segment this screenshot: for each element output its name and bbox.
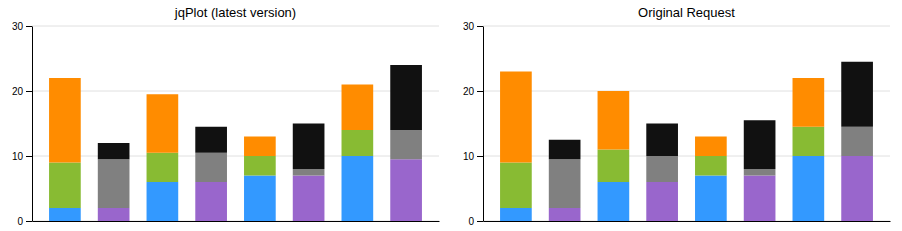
bar-segment	[195, 182, 227, 221]
bar-segment	[293, 124, 325, 170]
bar-segment	[390, 65, 422, 130]
bar-segment	[195, 127, 227, 153]
y-tick-mark	[26, 156, 32, 157]
bar-segment	[342, 130, 374, 156]
x-axis-line	[33, 221, 440, 222]
bar-segment	[646, 156, 678, 182]
bar-segment	[793, 78, 825, 127]
bar-segment	[646, 182, 678, 221]
bar-segment	[195, 153, 227, 182]
y-tick-label: 30	[12, 21, 24, 32]
title: Original Request	[638, 5, 735, 20]
grid-line	[32, 91, 439, 92]
bar-segment	[646, 124, 678, 157]
bar-segment	[390, 130, 422, 159]
grid	[32, 26, 439, 221]
bar-segment	[244, 176, 276, 222]
bar-segment	[147, 182, 179, 221]
y-tick-mark	[26, 221, 32, 222]
bar-segment	[147, 153, 179, 182]
bar-segment	[293, 169, 325, 176]
bar-segment	[744, 176, 776, 222]
bar-segment	[500, 72, 532, 163]
bar-segment	[744, 120, 776, 169]
grid-line	[483, 91, 890, 92]
x-axis-line	[484, 221, 891, 222]
grid-line	[483, 26, 890, 27]
y-tick-label: 10	[12, 151, 24, 162]
chart-figure: 0 10 20 30 jqPlot (latest version) 0 10 20 30 Ori…	[0, 0, 902, 231]
y-tick-label: 20	[463, 86, 475, 97]
bar-segment	[49, 78, 81, 163]
bar-segment	[49, 208, 81, 221]
y-tick-label: 0	[17, 216, 23, 227]
bar-segment	[98, 143, 130, 159]
title: jqPlot (latest version)	[174, 5, 296, 20]
bar-segment	[390, 159, 422, 221]
bar-segment	[549, 208, 581, 221]
y-tick: 30	[12, 21, 32, 32]
bar-segment	[598, 91, 630, 150]
bar-segment	[147, 94, 179, 153]
x-axis	[484, 221, 891, 222]
bar-segment	[500, 163, 532, 209]
bar-segment	[598, 150, 630, 183]
bar-segment	[793, 127, 825, 156]
bar-segment	[841, 127, 873, 156]
y-tick-label: 0	[468, 216, 474, 227]
y-tick: 0	[468, 216, 483, 227]
bar-segment	[342, 156, 374, 221]
y-tick-mark	[477, 26, 483, 27]
bar-segment	[98, 208, 130, 221]
y-axis: 0 10 20 30	[463, 21, 484, 227]
y-tick-mark	[477, 91, 483, 92]
bar-segment	[744, 169, 776, 176]
bar-segment	[49, 163, 81, 209]
bar-segment	[841, 62, 873, 127]
bar-segment	[841, 156, 873, 221]
y-axis: 0 10 20 30	[12, 21, 33, 227]
bar-segment	[293, 176, 325, 222]
bar-segment	[549, 140, 581, 160]
bar-segment	[598, 182, 630, 221]
bars	[49, 65, 422, 221]
y-tick: 20	[12, 86, 32, 97]
grid-line	[32, 156, 439, 157]
grid-line	[483, 156, 890, 157]
bar-segment	[342, 85, 374, 131]
bar-segment	[695, 137, 727, 157]
bar-segment	[500, 208, 532, 221]
y-tick: 10	[12, 151, 32, 162]
bar-segment	[98, 159, 130, 208]
y-tick: 0	[17, 216, 32, 227]
bar-segment	[244, 156, 276, 176]
panel: 0 10 20 30 jqPlot (latest version)	[12, 5, 440, 227]
y-tick-mark	[26, 91, 32, 92]
y-tick: 30	[463, 21, 483, 32]
bar-segment	[244, 137, 276, 157]
bar-segment	[695, 156, 727, 176]
y-tick-mark	[477, 156, 483, 157]
bars	[500, 62, 873, 221]
grid-line	[483, 221, 890, 222]
panel: 0 10 20 30 Original Request	[463, 5, 891, 227]
bar-segment	[549, 159, 581, 208]
x-axis	[33, 221, 440, 222]
y-tick-label: 20	[12, 86, 24, 97]
y-tick: 20	[463, 86, 483, 97]
grid-line	[32, 221, 439, 222]
y-tick: 10	[463, 151, 483, 162]
y-tick-mark	[477, 221, 483, 222]
y-tick-label: 10	[463, 151, 475, 162]
y-tick-mark	[26, 26, 32, 27]
grid	[483, 26, 890, 221]
grid-line	[32, 26, 439, 27]
y-axis-line	[32, 27, 33, 222]
bar-segment	[793, 156, 825, 221]
bar-segment	[695, 176, 727, 222]
y-tick-label: 30	[463, 21, 475, 32]
y-axis-line	[483, 27, 484, 222]
